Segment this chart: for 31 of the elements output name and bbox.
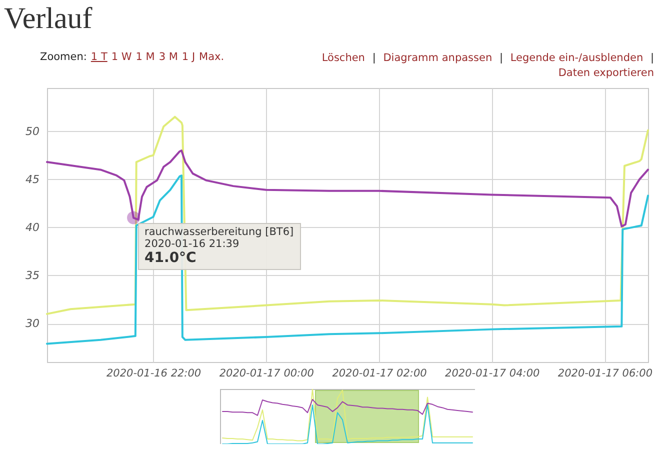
text: | [372,52,376,64]
text: | [499,52,503,64]
annotation: rauchwasserbereitung [BT6] [144,226,294,238]
text: Daten exportieren [558,67,654,79]
chart-title: Verlauf [4,2,92,36]
annotation: 41.0°C [144,250,198,266]
x-tick-label: 2020-01-17 02:00 [332,368,428,380]
x-tick-label: 2020-01-17 06:00 [558,368,653,380]
line-series [46,174,649,345]
text: | [650,52,654,64]
y-tick-label: 45 [26,172,40,186]
text: 3 M [158,51,178,63]
text: 1 W [111,51,132,63]
x-tick-label: 2020-01-16 22:00 [106,368,202,380]
line-series [46,116,649,315]
y-tick-label: 30 [26,317,40,330]
y-tick-label: 50 [26,124,40,138]
text: Diagramm anpassen [383,52,492,64]
text: Legende ein-/ausblenden [510,52,644,64]
text: 1 M [136,51,155,63]
text: 1 T [90,51,108,63]
text: 1 J [182,51,196,63]
annotation: 2020-01-16 21:39 [144,238,240,250]
line-series [46,149,649,228]
x-tick-label: 2020-01-17 00:00 [219,368,314,380]
x-tick-label: 2020-01-17 04:00 [445,368,540,380]
text: Löschen [322,52,365,64]
y-tick-label: 35 [26,268,40,282]
text: Max. [199,51,224,63]
text: Zoomen: [40,51,87,63]
y-tick-label: 40 [26,220,40,234]
